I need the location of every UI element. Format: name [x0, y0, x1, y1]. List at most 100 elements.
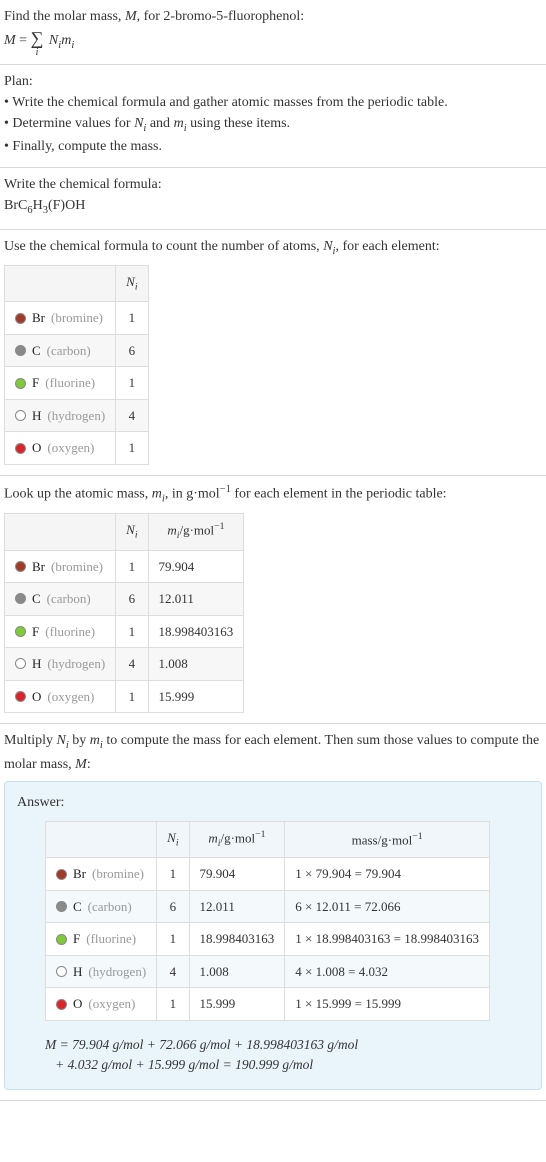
- mt-mid: , in g·mol: [165, 487, 220, 502]
- n-value: 4: [157, 955, 189, 988]
- table-row: F(fluorine)1: [5, 367, 149, 400]
- ans-th-mass-sup: −1: [412, 831, 422, 842]
- eq-m-sub: i: [71, 40, 74, 51]
- answer-table: Ni mi/g·mol−1 mass/g·mol−1 Br(bromine)17…: [45, 821, 490, 1021]
- count-th-n: Ni: [116, 266, 148, 302]
- mt-post: for each element in the periodic table:: [231, 487, 447, 502]
- ans-th-mass-u: mass/g·mol: [352, 832, 413, 847]
- element-name: (fluorine): [86, 929, 136, 949]
- element-name: (bromine): [92, 864, 144, 884]
- element-name: (fluorine): [45, 373, 95, 393]
- sigma-under: i: [36, 48, 39, 58]
- element-cell: O(oxygen): [5, 680, 116, 713]
- element-symbol: F: [32, 622, 39, 642]
- mass-th-m-sup: −1: [214, 521, 224, 532]
- table-row: H(hydrogen)4: [5, 399, 149, 432]
- element-swatch-icon: [15, 561, 26, 572]
- ans-th-blank: [46, 821, 157, 858]
- element-name: (oxygen): [47, 687, 94, 707]
- ans-th-n: Ni: [157, 821, 189, 858]
- ans-th-m-v: m: [208, 830, 217, 845]
- b2-pre: • Determine values for: [4, 116, 134, 131]
- m-value: 1.008: [189, 955, 285, 988]
- plan-heading: Plan:: [4, 71, 542, 92]
- n-value: 1: [157, 923, 189, 956]
- intro-text: Find the molar mass,: [4, 9, 125, 24]
- n-value: 1: [116, 680, 148, 713]
- element-symbol: O: [32, 438, 41, 458]
- table-row: H(hydrogen)41.008: [5, 648, 244, 681]
- element-symbol: C: [32, 589, 41, 609]
- element-swatch-icon: [15, 593, 26, 604]
- mass-table: Ni mi/g·mol−1 Br(bromine)179.904C(carbon…: [4, 513, 244, 713]
- element-name: (bromine): [51, 308, 103, 328]
- element-symbol: C: [32, 341, 41, 361]
- element-swatch-icon: [56, 966, 67, 977]
- count-section: Use the chemical formula to count the nu…: [0, 230, 546, 476]
- element-name: (carbon): [88, 897, 132, 917]
- element-name: (oxygen): [88, 994, 135, 1014]
- n-value: 1: [157, 988, 189, 1021]
- table-row: O(oxygen)115.9991 × 15.999 = 15.999: [46, 988, 490, 1021]
- element-cell: O (oxygen): [5, 432, 116, 465]
- table-row: C(carbon)612.0116 × 12.011 = 72.066: [46, 890, 490, 923]
- formula-heading: Write the chemical formula:: [4, 174, 542, 195]
- table-row: C (carbon) 6: [5, 334, 149, 367]
- mass-value: 1 × 79.904 = 79.904: [285, 858, 490, 891]
- m-value: 18.998403163: [189, 923, 285, 956]
- b2-mid: and: [146, 116, 173, 131]
- formula-section: Write the chemical formula: BrC6H3(F)OH: [0, 168, 546, 230]
- count-th-blank: [5, 266, 116, 302]
- eq-equals: =: [16, 33, 31, 48]
- mx-p2: by: [69, 733, 90, 748]
- ct-pre: Use the chemical formula to count the nu…: [4, 239, 323, 254]
- mt-sup: −1: [220, 484, 231, 495]
- final-equation: M = 79.904 g/mol + 72.066 g/mol + 18.998…: [45, 1035, 515, 1076]
- m-value: 15.999: [189, 988, 285, 1021]
- element-symbol: F: [73, 929, 80, 949]
- final-line-1: M = 79.904 g/mol + 72.066 g/mol + 18.998…: [45, 1037, 358, 1052]
- plan-section: Plan: • Write the chemical formula and g…: [0, 65, 546, 169]
- element-cell: C (carbon): [5, 334, 116, 367]
- element-symbol: Br: [32, 308, 45, 328]
- element-cell: Br(bromine): [46, 858, 157, 891]
- table-row: F(fluorine)118.998403163: [5, 615, 244, 648]
- element-name: (carbon): [47, 341, 91, 361]
- count-text: Use the chemical formula to count the nu…: [4, 236, 542, 260]
- element-symbol: H: [32, 406, 41, 426]
- mass-th-n-v: N: [126, 522, 135, 537]
- element-name: (bromine): [51, 557, 103, 577]
- n-value: 1: [116, 615, 148, 648]
- element-symbol: Br: [32, 557, 45, 577]
- b2-v2: m: [174, 116, 184, 131]
- element-name: (carbon): [47, 589, 91, 609]
- mx-v2: m: [90, 733, 100, 748]
- element-swatch-icon: [15, 626, 26, 637]
- answer-box: Answer: Ni mi/g·mol−1 mass/g·mol−1 Br(br…: [4, 781, 542, 1091]
- mass-value: 1 × 18.998403163 = 18.998403163: [285, 923, 490, 956]
- ans-th-m-u: /g·mol: [220, 830, 255, 845]
- n-value: 4: [116, 399, 148, 432]
- ct-post: , for each element:: [335, 239, 439, 254]
- m-value: 15.999: [148, 680, 244, 713]
- element-cell: H(hydrogen): [5, 399, 116, 432]
- mx-v3: M: [75, 757, 87, 772]
- mass-th-m-u: /g·mol: [179, 522, 214, 537]
- table-row: Br(bromine)179.9041 × 79.904 = 79.904: [46, 858, 490, 891]
- m-value: 1.008: [148, 648, 244, 681]
- multiply-text: Multiply Ni by mi to compute the mass fo…: [4, 730, 542, 775]
- plan-bullet-1: • Write the chemical formula and gather …: [4, 92, 542, 113]
- element-cell: F (fluorine): [46, 923, 157, 956]
- element-cell: C(carbon): [46, 890, 157, 923]
- mx-p4: :: [87, 757, 91, 772]
- element-swatch-icon: [56, 934, 67, 945]
- element-name: (oxygen): [47, 438, 94, 458]
- sigma-icon: ∑i: [31, 29, 44, 48]
- ans-th-mass: mass/g·mol−1: [285, 821, 490, 858]
- element-swatch-icon: [56, 999, 67, 1010]
- element-name: (fluorine): [45, 622, 95, 642]
- answer-label: Answer:: [17, 792, 529, 813]
- n-value: 6: [116, 334, 148, 367]
- element-cell: Br (bromine): [5, 550, 116, 583]
- count-th-n-s: i: [135, 282, 138, 293]
